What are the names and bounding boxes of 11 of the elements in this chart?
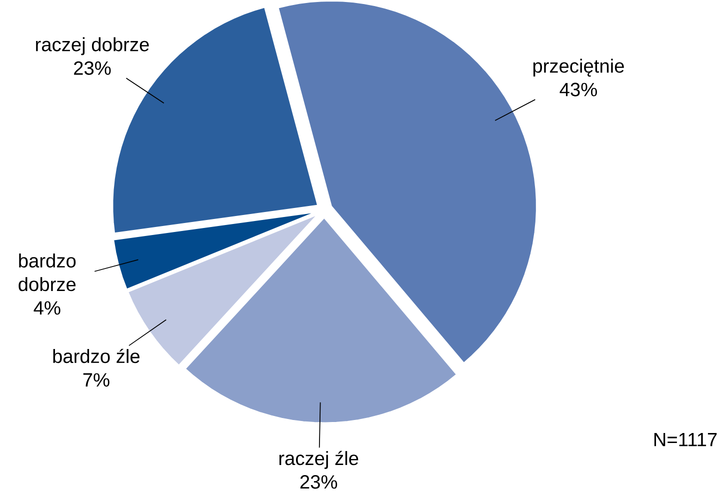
slice-label: bardzo źle: [53, 348, 140, 364]
slice-label: przeciętnie: [533, 58, 624, 77]
data-label: 23%: [300, 475, 338, 489]
data-label: 43%: [560, 82, 597, 96]
slice-label: raczej źle: [279, 451, 358, 470]
slice-label: raczej dobrze: [36, 37, 149, 56]
slice-label: bardzo dobrze: [18, 254, 76, 292]
data-label: 7%: [83, 373, 110, 387]
data-label: 4%: [34, 301, 60, 315]
data-label: 23%: [74, 62, 111, 76]
text: N=1117: [654, 433, 717, 446]
